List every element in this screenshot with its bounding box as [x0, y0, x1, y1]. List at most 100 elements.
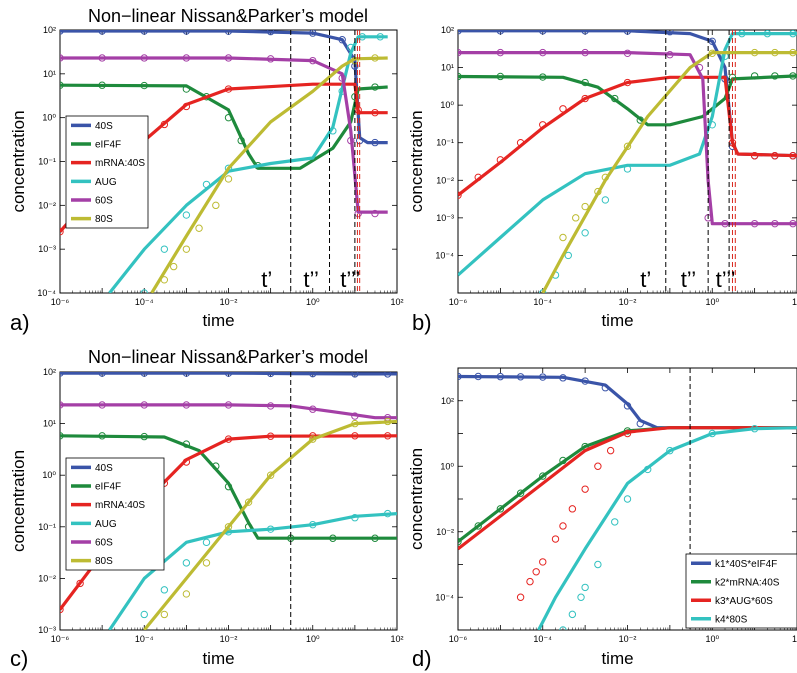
time-marker-label: t’ — [640, 267, 651, 292]
x-axis-label: time — [601, 311, 633, 330]
legend-label: AUG — [95, 177, 117, 188]
y-tick-label: 10⁻¹ — [38, 522, 56, 532]
data-point — [182, 211, 191, 219]
series-line — [458, 32, 797, 277]
x-tick-label: 10⁻⁶ — [449, 634, 468, 644]
data-point — [516, 489, 525, 497]
y-tick-label: 10⁰ — [42, 470, 56, 480]
x-tick-label: 10⁰ — [306, 634, 320, 644]
x-tick-label: 10⁰ — [705, 297, 719, 307]
legend-label: mRNA:40S — [95, 158, 145, 169]
time-marker-label: t’ — [261, 267, 272, 292]
legend-label: eIF4F — [95, 140, 121, 151]
legend-label: k4*80S — [715, 614, 748, 625]
legend-entry: eIF4F — [71, 482, 121, 493]
y-tick-label: 10⁻² — [436, 527, 454, 537]
y-tick-label: 10⁰ — [440, 100, 454, 110]
x-tick-label: 10⁰ — [705, 634, 719, 644]
legend: k1*40S*eIF4F k2*mRNA:40S k3*AUG*60S k4*80S — [685, 553, 797, 629]
data-point — [539, 472, 547, 480]
data-point — [266, 471, 275, 479]
y-tick-label: 10⁻² — [38, 573, 56, 583]
legend-entry: AUG — [71, 519, 117, 530]
legend-entry: k2*mRNA:40S — [691, 577, 780, 588]
series-line — [60, 372, 397, 376]
chart-title: Non−linear Nissan&Parker’s model — [88, 347, 368, 367]
data-point — [182, 590, 191, 598]
data-point — [581, 485, 589, 493]
data-point — [224, 175, 233, 183]
series-k3-aug-60s — [458, 426, 797, 601]
legend-label: 80S — [95, 214, 113, 225]
x-tick-label: 10⁻² — [619, 297, 637, 307]
series-line — [537, 426, 797, 630]
legend-entry: k4*80S — [691, 614, 748, 625]
x-tick-label: 10⁻⁴ — [135, 634, 154, 644]
panel-label: c) — [10, 646, 28, 671]
x-tick-label: 10² — [390, 297, 403, 307]
data-point — [594, 462, 602, 470]
legend-label: AUG — [95, 519, 117, 530]
series-line — [60, 434, 397, 540]
legend-label: 60S — [95, 196, 113, 207]
time-marker-label: t’’ — [303, 267, 319, 292]
data-point — [496, 505, 505, 513]
panel-label: b) — [412, 310, 432, 335]
y-tick-label: 10⁻⁴ — [435, 250, 454, 260]
data-point — [564, 251, 572, 260]
data-point — [76, 579, 84, 588]
legend-label: eIF4F — [95, 482, 121, 493]
data-point — [516, 593, 525, 601]
x-tick-label: 10⁻² — [220, 297, 238, 307]
y-tick-label: 10⁻⁴ — [435, 592, 454, 602]
data-point — [577, 593, 585, 601]
data-point — [140, 289, 148, 293]
x-tick-label: 10⁻⁶ — [51, 297, 70, 307]
data-point — [551, 535, 560, 543]
legend-label: k1*40S*eIF4F — [715, 559, 777, 570]
data-point — [581, 229, 589, 237]
legend-entry: 60S — [71, 196, 113, 207]
data-point — [539, 558, 547, 566]
x-tick-label: 10⁰ — [306, 297, 320, 307]
data-point — [581, 583, 589, 592]
x-tick-label: 10 — [792, 634, 797, 644]
panel-label: d) — [412, 646, 432, 671]
y-tick-label: 10⁻³ — [436, 213, 454, 223]
data-point — [611, 518, 619, 526]
series-line — [541, 51, 797, 293]
y-tick-label: 10⁻³ — [38, 244, 56, 254]
data-point — [559, 233, 567, 242]
y-axis-label: concentration — [9, 110, 28, 212]
legend-entry: 60S — [71, 538, 113, 549]
y-tick-label: 10⁻⁴ — [37, 288, 56, 298]
data-point — [458, 191, 462, 199]
plot-content — [458, 30, 797, 293]
legend-box — [65, 115, 149, 229]
legend-label: k3*AUG*60S — [715, 596, 773, 607]
data-point — [195, 224, 203, 232]
y-tick-label: 10⁰ — [42, 113, 56, 123]
series-line — [108, 35, 388, 293]
series-60s — [60, 54, 388, 218]
legend-entry: 40S — [71, 463, 113, 474]
time-marker-label: t’’’ — [716, 267, 736, 292]
y-tick-label: 10¹ — [441, 63, 454, 73]
panel-label: a) — [10, 310, 30, 335]
y-tick-label: 10⁻¹ — [436, 138, 454, 148]
legend-box — [685, 553, 797, 629]
panel-a: 10⁻⁶ 10⁻⁴ 10⁻² 10⁰ 10²10⁻⁴10⁻³10⁻²10⁻¹10⁰10¹… — [9, 6, 404, 335]
x-axis-label: time — [202, 311, 234, 330]
y-tick-label: 10⁻² — [436, 175, 454, 185]
panel-c: 10⁻⁶ 10⁻⁴ 10⁻² 10⁰ 10² 10⁻³ 10⁻² 10⁻¹ 10⁰ 10¹ 10² t… — [9, 347, 404, 671]
data-point — [601, 196, 610, 204]
panel-b: 10⁻⁶ 10⁻⁴ 10⁻² 10⁰ 10 10⁻⁴ 10⁻³ 10⁻² 10⁻¹ 10⁰ 10¹ 1… — [407, 25, 797, 335]
panel-d: 10⁻⁶ 10⁻⁴ 10⁻² 10⁰ 10 10⁻⁴ 10⁻² 10⁰ 10² time conce… — [407, 367, 797, 671]
time-marker-label: t’’ — [681, 267, 697, 292]
data-point — [140, 610, 148, 619]
legend-entry: mRNA:40S — [71, 158, 145, 169]
x-tick-label: 10⁻² — [220, 634, 238, 644]
y-tick-label: 10² — [43, 367, 56, 377]
data-point — [60, 228, 64, 236]
series-line — [458, 426, 797, 551]
